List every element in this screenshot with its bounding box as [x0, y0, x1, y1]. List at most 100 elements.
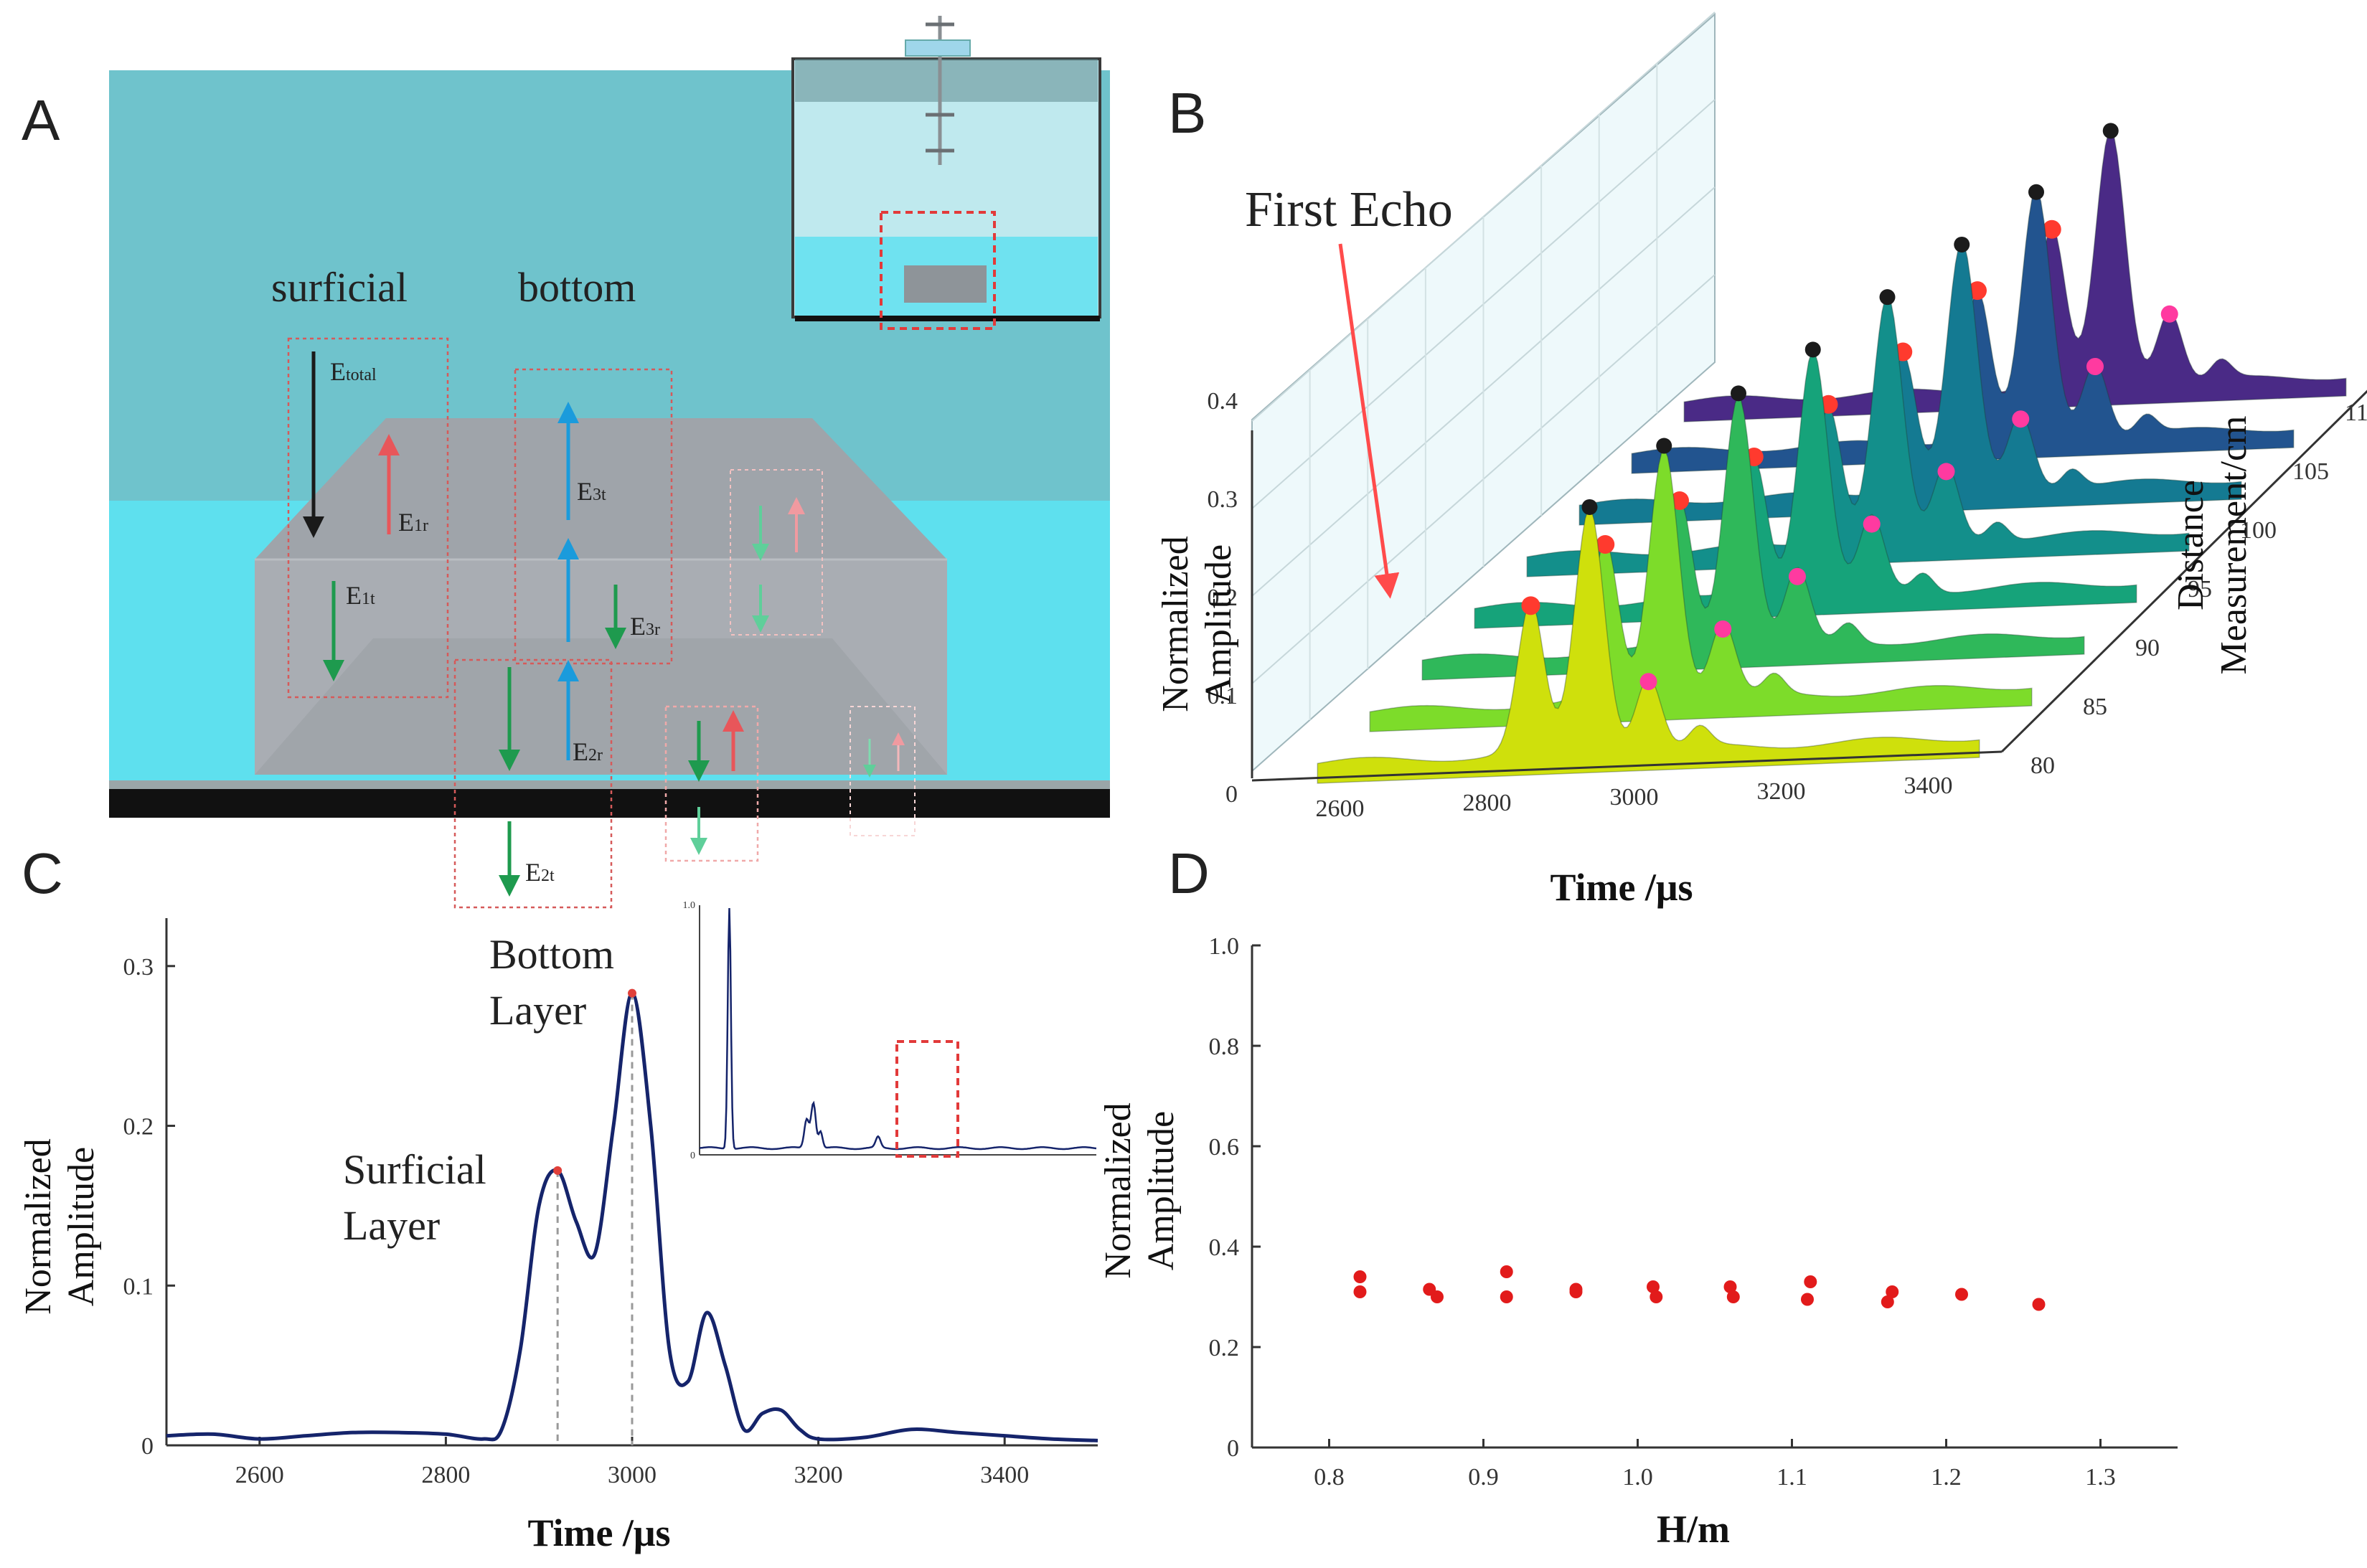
b-zlabel-1: Distance: [2170, 480, 2211, 610]
block-top: [255, 418, 947, 559]
panel-d-label: D: [1168, 841, 1210, 905]
b-series-label: 100: [2240, 517, 2277, 544]
b-surficial-peak: [1521, 596, 1540, 615]
d-scatter-point: [2032, 1298, 2046, 1311]
d-scatter-point: [1353, 1285, 1367, 1298]
d-y-tick: 0.4: [1209, 1234, 1240, 1261]
d-scatter-point: [1569, 1285, 1583, 1298]
d-scatter-point: [1886, 1285, 1899, 1298]
bottom-layer-ann-1: Bottom: [489, 931, 614, 978]
b-third-peak: [2012, 410, 2030, 428]
c-y-tick: 0.2: [123, 1114, 154, 1140]
b-y-tick: 0.4: [1208, 388, 1238, 415]
b-bottom-peak: [1954, 236, 1970, 252]
b-x-tick: 3200: [1757, 778, 1806, 805]
panel-c-plot: 0 0.1 0.2 0.3 2600 2800 3000 3200 3400: [123, 918, 1098, 1488]
label-e-total: Etotal: [330, 357, 377, 386]
panel-a: A surficial bottom Etotal E1r E1t E3t E: [22, 16, 1110, 909]
b-series-label: 110: [2345, 400, 2367, 426]
d-scatter-point: [1723, 1280, 1737, 1293]
bottom-layer-ann-2: Layer: [489, 987, 586, 1034]
b-surficial-peak: [2042, 219, 2061, 239]
b-third-peak: [1789, 567, 1806, 585]
d-scatter-point: [1804, 1275, 1817, 1288]
tank-floor: [109, 788, 1110, 818]
label-e-2t: E2t: [525, 858, 555, 887]
b-ribbon-85: [1369, 448, 2033, 732]
b-third-peak: [1937, 463, 1955, 481]
d-x-tick: 0.8: [1314, 1464, 1345, 1491]
bottom-label: bottom: [518, 264, 636, 311]
c-x-tick: 2600: [235, 1462, 284, 1488]
panel-c-label: C: [22, 841, 63, 905]
d-scatter-point: [1955, 1288, 1968, 1301]
d-ylabel-1: Normalized: [1098, 1102, 1139, 1278]
b-x-tick: 3000: [1610, 784, 1659, 811]
d-x-tick: 1.1: [1777, 1464, 1807, 1491]
d-y-tick: 0: [1227, 1435, 1239, 1462]
panel-c: C 0 0.1 0.2 0.3 2600 2800 3000 3200 3400 Normali…: [18, 841, 1098, 1554]
d-scatter-point: [1801, 1293, 1814, 1306]
d-y-tick: 0.6: [1209, 1134, 1240, 1161]
d-scatter-point: [1500, 1290, 1513, 1303]
b-series-label: 95: [2188, 576, 2212, 603]
b-third-peak: [1863, 515, 1881, 533]
b-y-tick: 0.1: [1208, 683, 1238, 709]
b-ribbon-100: [1526, 294, 2190, 577]
inset-red-box: [880, 211, 996, 330]
d-x-tick: 1.3: [2085, 1464, 2116, 1491]
label-e-2r: E2r: [573, 737, 603, 766]
d-y-tick: 0.8: [1209, 1034, 1240, 1060]
d-x-tick: 1.2: [1931, 1464, 1962, 1491]
label-e-1r: E1r: [398, 508, 428, 537]
panel-b: B 00.10.20.30.42600280030003200340011511…: [1155, 11, 2367, 909]
c-inset-tick: 1.0: [683, 900, 696, 911]
label-e-1t: E1t: [346, 581, 375, 610]
b-zlabel-2: Measurement/cm: [2213, 416, 2254, 675]
c-x-tick: 3200: [794, 1462, 843, 1488]
d-y-tick: 0.2: [1209, 1335, 1240, 1361]
b-third-peak: [2086, 358, 2104, 375]
b-third-peak: [2160, 305, 2178, 323]
label-e-3r: E3r: [630, 612, 660, 641]
c-xlabel: Time /μs: [527, 1511, 670, 1554]
b-surficial-peak: [1968, 281, 1987, 301]
c-ylabel-1: Normalized: [18, 1138, 59, 1314]
b-ylabel-2: Amplitude: [1198, 544, 1239, 704]
surficial-region-box: [287, 337, 449, 699]
d-scatter-point: [1650, 1290, 1663, 1303]
b-xlabel: Time /μs: [1550, 866, 1693, 909]
d-x-tick: 1.0: [1622, 1464, 1653, 1491]
b-y-tick: 0.3: [1208, 486, 1238, 513]
d-y-tick: 1.0: [1209, 933, 1240, 960]
c-inset-tick: 0: [690, 1151, 695, 1161]
lower-region-box: [453, 658, 613, 909]
panel-d-plot: 0 0.2 0.4 0.6 0.8 1.0 0.8 0.9 1.0 1.1 1.2 1.3: [1209, 933, 2178, 1491]
back-wall-grid: [1251, 11, 1716, 720]
b-x-axis: [1251, 750, 2003, 782]
first-echo-annotation: First Echo: [1245, 182, 1453, 237]
surficial-layer-ann-2: Layer: [343, 1202, 440, 1249]
c-inset-line: [699, 907, 1097, 1151]
b-bottom-peak: [1731, 385, 1746, 402]
b-surficial-peak: [1596, 534, 1615, 554]
surficial-layer-ann-1: Surficial: [343, 1146, 486, 1193]
b-bottom-peak: [1804, 341, 1821, 358]
d-scatter-point: [1881, 1295, 1894, 1308]
side-region-box-1: [664, 705, 759, 862]
c-x-tick: 3400: [980, 1462, 1029, 1488]
b-ylabel-1: Normalized: [1155, 536, 1196, 712]
b-x-tick: 3400: [1904, 773, 1953, 799]
first-echo-arrow: [1338, 243, 1400, 599]
b-bottom-peak: [1879, 289, 1896, 306]
side-region-box-3: [850, 706, 916, 836]
c-inset-red-box: [895, 1040, 959, 1158]
b-third-peak: [1714, 620, 1732, 638]
d-scatter-point: [1353, 1270, 1367, 1283]
tank-inset: [791, 16, 1101, 330]
b-bottom-peak: [1656, 438, 1672, 454]
b-series-label: 80: [2030, 752, 2055, 779]
label-e-3t: E3t: [577, 477, 606, 506]
panel-a-label: A: [22, 88, 60, 152]
bottom-region-box: [514, 368, 673, 665]
